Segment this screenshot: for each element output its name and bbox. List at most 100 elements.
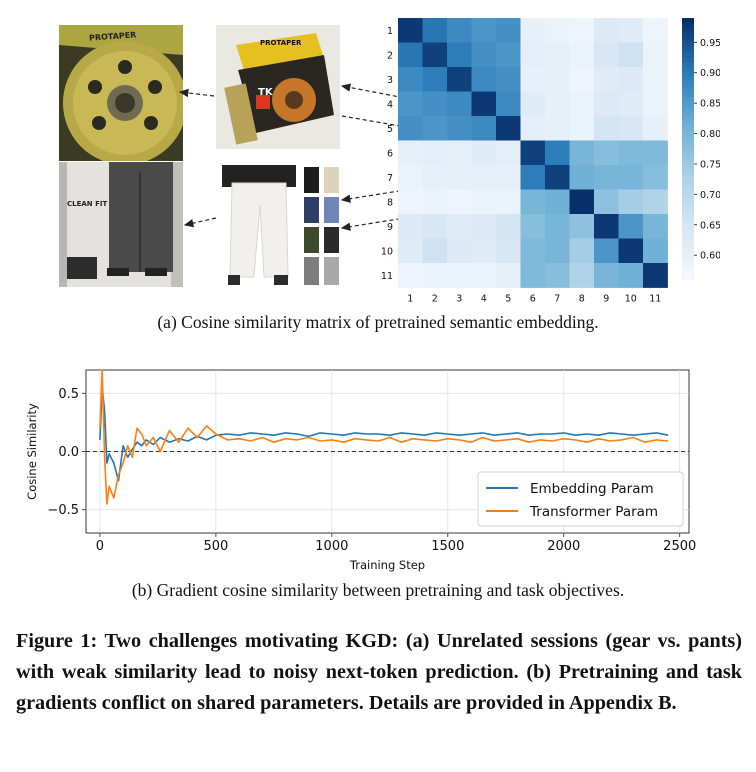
heatmap-cell — [496, 91, 521, 117]
heatmap-cell — [594, 91, 619, 117]
heatmap-cell — [643, 214, 668, 239]
heatmap-cell — [422, 165, 448, 190]
colorbar-segment — [682, 222, 694, 228]
heatmap-cell — [545, 67, 570, 92]
heatmap-cell — [643, 165, 668, 190]
arrow-kit-to-gear — [178, 88, 215, 98]
heatmap-x-tick: 3 — [456, 294, 462, 305]
heatmap-cell — [447, 165, 472, 190]
colorbar-segment — [682, 275, 694, 281]
heatmap-cell — [594, 263, 619, 288]
colorbar-segment — [682, 270, 694, 276]
heatmap-cell — [447, 214, 472, 239]
heatmap-cell — [496, 18, 521, 43]
heatmap-y-tick: 5 — [387, 124, 393, 135]
heatmap-cell — [496, 116, 521, 141]
heatmap-cell — [569, 238, 595, 264]
legend-label: Transformer Param — [529, 504, 658, 520]
y-tick-label: 0.5 — [58, 387, 79, 402]
colorbar-segment — [682, 18, 694, 23]
heatmap-cell — [545, 238, 570, 264]
heatmap-cell — [496, 42, 521, 68]
heatmap-cell — [618, 91, 644, 117]
heatmap-cell — [471, 18, 497, 43]
heatmap-cell — [569, 42, 595, 68]
gear-kit-sub: TK — [258, 87, 273, 98]
heatmap-cell — [643, 18, 668, 43]
heatmap-cell — [594, 189, 619, 215]
colorbar-tick-label: 0.85 — [700, 99, 720, 110]
heatmap-x-tick: 8 — [579, 294, 585, 305]
x-tick-label: 0 — [96, 539, 104, 554]
colorbar-segment — [682, 209, 694, 215]
colorbar-segment — [682, 179, 694, 185]
heatmap-cell — [594, 18, 619, 43]
heatmap-cell — [447, 238, 472, 264]
heatmap-cell — [594, 116, 619, 141]
heatmap-cell — [569, 165, 595, 190]
caption-b: (b) Gradient cosine similarity between p… — [131, 580, 625, 600]
white-pants-graphic — [218, 165, 300, 287]
colorbar-segment — [682, 266, 694, 272]
heatmap-cell — [471, 67, 497, 92]
heatmap-cell — [496, 214, 521, 239]
heatmap-y-tick: 11 — [381, 271, 393, 282]
heatmap-cell — [496, 67, 521, 92]
heatmap-cell — [520, 214, 546, 239]
colorbar-segment — [682, 39, 694, 45]
colorbar-segment — [682, 79, 694, 84]
heatmap-cell — [398, 263, 423, 288]
heatmap-y-tick: 1 — [387, 26, 393, 37]
colorbar-segment — [682, 118, 694, 124]
colorbar-tick-label: 0.60 — [700, 251, 720, 262]
colorbar-segment — [682, 218, 694, 224]
heatmap-cell — [496, 238, 521, 264]
heatmap-cell — [447, 140, 472, 166]
colorbar-segment — [682, 174, 694, 180]
colorbar-segment — [682, 231, 694, 237]
heatmap-y-tick: 6 — [387, 148, 393, 159]
y-tick-label: −0.5 — [47, 503, 79, 518]
legend-label: Embedding Param — [530, 481, 654, 497]
heatmap-cell — [398, 214, 423, 239]
heatmap-x-tick: 6 — [530, 294, 536, 305]
heatmap-cell — [422, 116, 448, 141]
heatmap-cell — [520, 42, 546, 68]
colorbar-segment — [682, 148, 694, 154]
heatmap-cell — [569, 18, 595, 43]
heatmap-cell — [471, 165, 497, 190]
colorbar-segment — [682, 257, 694, 263]
heatmap-cell — [545, 140, 570, 166]
heatmap-cell — [520, 67, 546, 92]
heatmap-cell — [520, 189, 546, 215]
heatmap-cell — [471, 91, 497, 117]
heatmap-x-tick: 10 — [625, 294, 637, 305]
heatmap-x-tick: 2 — [432, 294, 438, 305]
heatmap-cell — [398, 18, 423, 43]
heatmap-cell — [422, 238, 448, 264]
x-axis-label: Training Step — [349, 558, 425, 572]
heatmap-cell — [618, 214, 644, 239]
heatmap-cell — [545, 189, 570, 215]
heatmap-cell — [398, 238, 423, 264]
heatmap-cell — [618, 140, 644, 166]
gradient-similarity-chart: 0 500 1000 1500 2000 2500 −0.5 0.0 0.5 Training S… — [25, 369, 696, 572]
colorbar-segment — [682, 135, 694, 141]
colorbar-segment — [682, 235, 694, 241]
heatmap-cell — [643, 116, 668, 141]
heatmap-cell — [520, 116, 546, 141]
heatmap-cell — [643, 140, 668, 166]
heatmap-cell — [471, 238, 497, 264]
y-tick-label: 0.0 — [58, 445, 79, 460]
heatmap-cell — [545, 42, 570, 68]
colorbar-segment — [682, 48, 694, 54]
heatmap-cell — [447, 189, 472, 215]
gear-kit-image: PROTAPER TK — [216, 25, 340, 149]
colorbar-segment — [682, 227, 694, 233]
heatmap-cell — [643, 189, 668, 215]
heatmap-cell — [569, 263, 595, 288]
colorbar-segment — [682, 170, 694, 176]
heatmap-cell — [594, 238, 619, 264]
heatmap-cell — [471, 42, 497, 68]
